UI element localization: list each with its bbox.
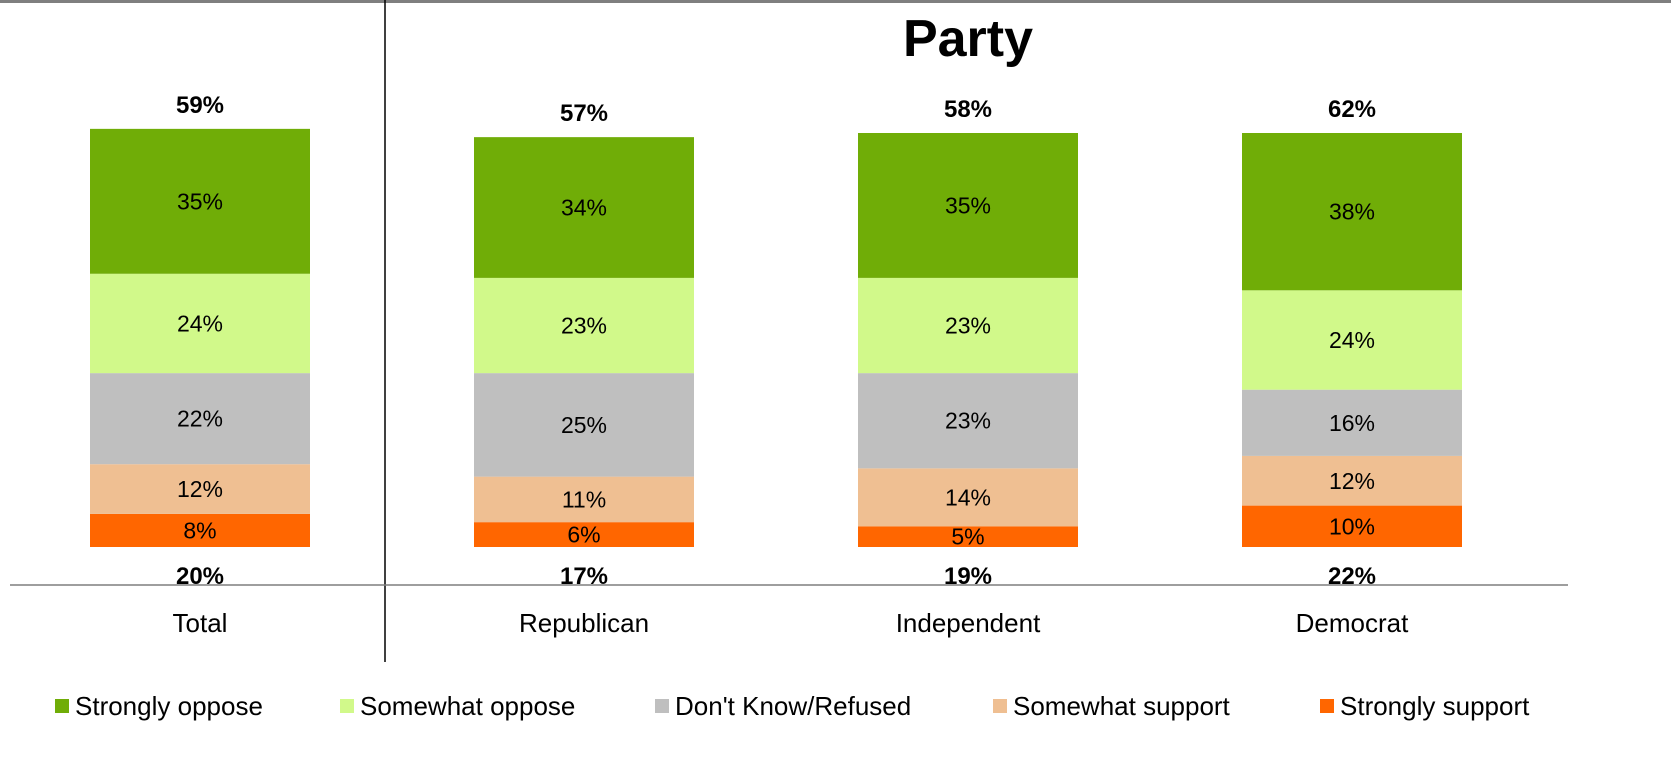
support-total-label: 22% [1328,563,1376,590]
legend-swatch [1320,699,1334,713]
data-label: 14% [945,484,991,510]
bar-republican-strongly-oppose [474,137,694,278]
bar-republican-strongly-support [474,522,694,547]
bar-independent-strongly-support [858,526,1078,547]
data-label: 34% [561,195,607,221]
legend-swatch [655,699,669,713]
legend-swatch [340,699,354,713]
legend-item-somewhat-oppose: Somewhat oppose [340,686,575,726]
legend-label: Don't Know/Refused [675,690,912,721]
bar-democrat-strongly-oppose [1242,133,1462,291]
bar-republican-somewhat-support [474,476,694,523]
bar-total-strongly-support [90,513,310,547]
data-label: 23% [945,408,991,434]
legend-item-strongly-oppose: Strongly oppose [55,686,263,726]
data-label: 12% [177,476,223,502]
data-label: 6% [567,522,600,548]
bar-democrat-somewhat-oppose [1242,290,1462,390]
bar-democrat-strongly-support [1242,505,1462,547]
support-total-label: 20% [176,563,224,590]
data-label: 24% [1329,327,1375,353]
bar-republican-somewhat-oppose [474,277,694,374]
support-total-label: 19% [944,563,992,590]
bar-independent-strongly-oppose [858,133,1078,278]
x-tick-label: Total [173,608,228,638]
oppose-total-label: 62% [1328,96,1376,123]
oppose-total-label: 58% [944,96,992,123]
data-label: 8% [183,517,216,543]
data-label: 35% [177,188,223,214]
bar-total-somewhat-support [90,464,310,514]
bar-democrat-don-t-know-refused [1242,389,1462,456]
bar-republican-don-t-know-refused [474,373,694,477]
legend-item-don-t-know-refused: Don't Know/Refused [655,686,911,726]
stacked-bar-chart: Party 8% 12% 22% 24% 35% 59% 20% Total 6% 11% 25% 23… [0,0,1671,662]
data-label: 16% [1329,410,1375,436]
bar-independent-somewhat-support [858,468,1078,527]
data-label: 38% [1329,199,1375,225]
legend-label: Strongly support [1340,690,1530,721]
legend-label: Somewhat support [1013,690,1230,721]
bar-total-strongly-oppose [90,128,310,274]
data-label: 35% [945,192,991,218]
data-label: 11% [562,486,606,512]
data-label: 25% [561,412,607,438]
data-label: 23% [561,313,607,339]
data-label: 12% [1329,468,1375,494]
bar-total-don-t-know-refused [90,373,310,465]
legend-label: Somewhat oppose [360,690,576,721]
chart-legend: Strongly oppose Somewhat oppose Don't Know… [0,686,1671,726]
data-label: 5% [951,524,984,550]
legend-item-somewhat-support: Somewhat support [993,686,1230,726]
legend-swatch [55,699,69,713]
data-label: 24% [177,310,223,336]
x-tick-label: Democrat [1296,608,1409,638]
group-title: Party [903,10,1033,68]
bar-independent-don-t-know-refused [858,373,1078,469]
legend-label: Strongly oppose [75,690,263,721]
oppose-total-label: 59% [176,92,224,119]
legend-item-strongly-support: Strongly support [1320,686,1529,726]
bar-total-somewhat-oppose [90,273,310,374]
data-label: 23% [945,313,991,339]
oppose-total-label: 57% [560,100,608,127]
legend-swatch [993,699,1007,713]
data-label: 10% [1329,513,1375,539]
x-tick-label: Independent [896,608,1041,638]
x-tick-label: Republican [519,608,649,638]
support-total-label: 17% [560,563,608,590]
bar-independent-somewhat-oppose [858,277,1078,374]
data-label: 22% [177,406,223,432]
bar-democrat-somewhat-support [1242,455,1462,506]
